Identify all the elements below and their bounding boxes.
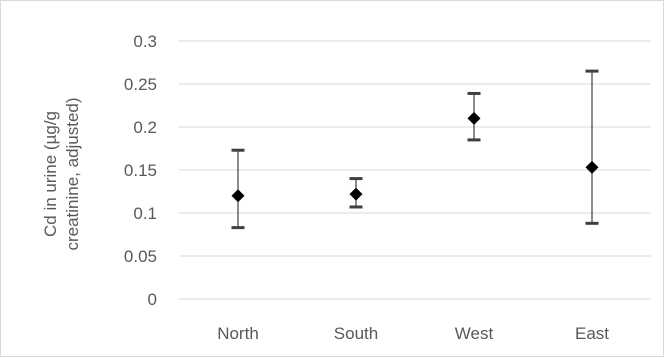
y-axis-title: Cd in urine (µg/g creatinine, adjusted): [41, 97, 82, 250]
y-tick-label: 0.2: [133, 118, 157, 137]
gridlines: [179, 40, 651, 300]
data-point-diamond: [349, 187, 363, 201]
x-category-label: West: [455, 324, 494, 343]
y-tick-labels: 0 0.05 0.1 0.15 0.2 0.25 0.3: [124, 32, 157, 309]
data-points: [231, 111, 599, 203]
data-point-diamond: [467, 111, 481, 125]
y-axis-title-line: creatinine, adjusted): [63, 97, 82, 250]
y-tick-label: 0.25: [124, 75, 157, 94]
y-tick-label: 0.05: [124, 247, 157, 266]
y-axis-title-line: Cd in urine (µg/g: [41, 111, 60, 237]
error-bars: [231, 69, 599, 230]
data-point-diamond: [231, 189, 245, 203]
y-tick-label: 0.3: [133, 32, 157, 51]
y-tick-label: 0: [148, 290, 157, 309]
category-labels: North South West East: [217, 324, 609, 343]
data-point-diamond: [585, 160, 599, 174]
y-axis-title-group: Cd in urine (µg/g creatinine, adjusted): [41, 97, 82, 250]
x-category-label: North: [217, 324, 259, 343]
x-category-label: East: [575, 324, 609, 343]
x-category-label: South: [334, 324, 378, 343]
y-tick-label: 0.15: [124, 161, 157, 180]
y-tick-label: 0.1: [133, 204, 157, 223]
